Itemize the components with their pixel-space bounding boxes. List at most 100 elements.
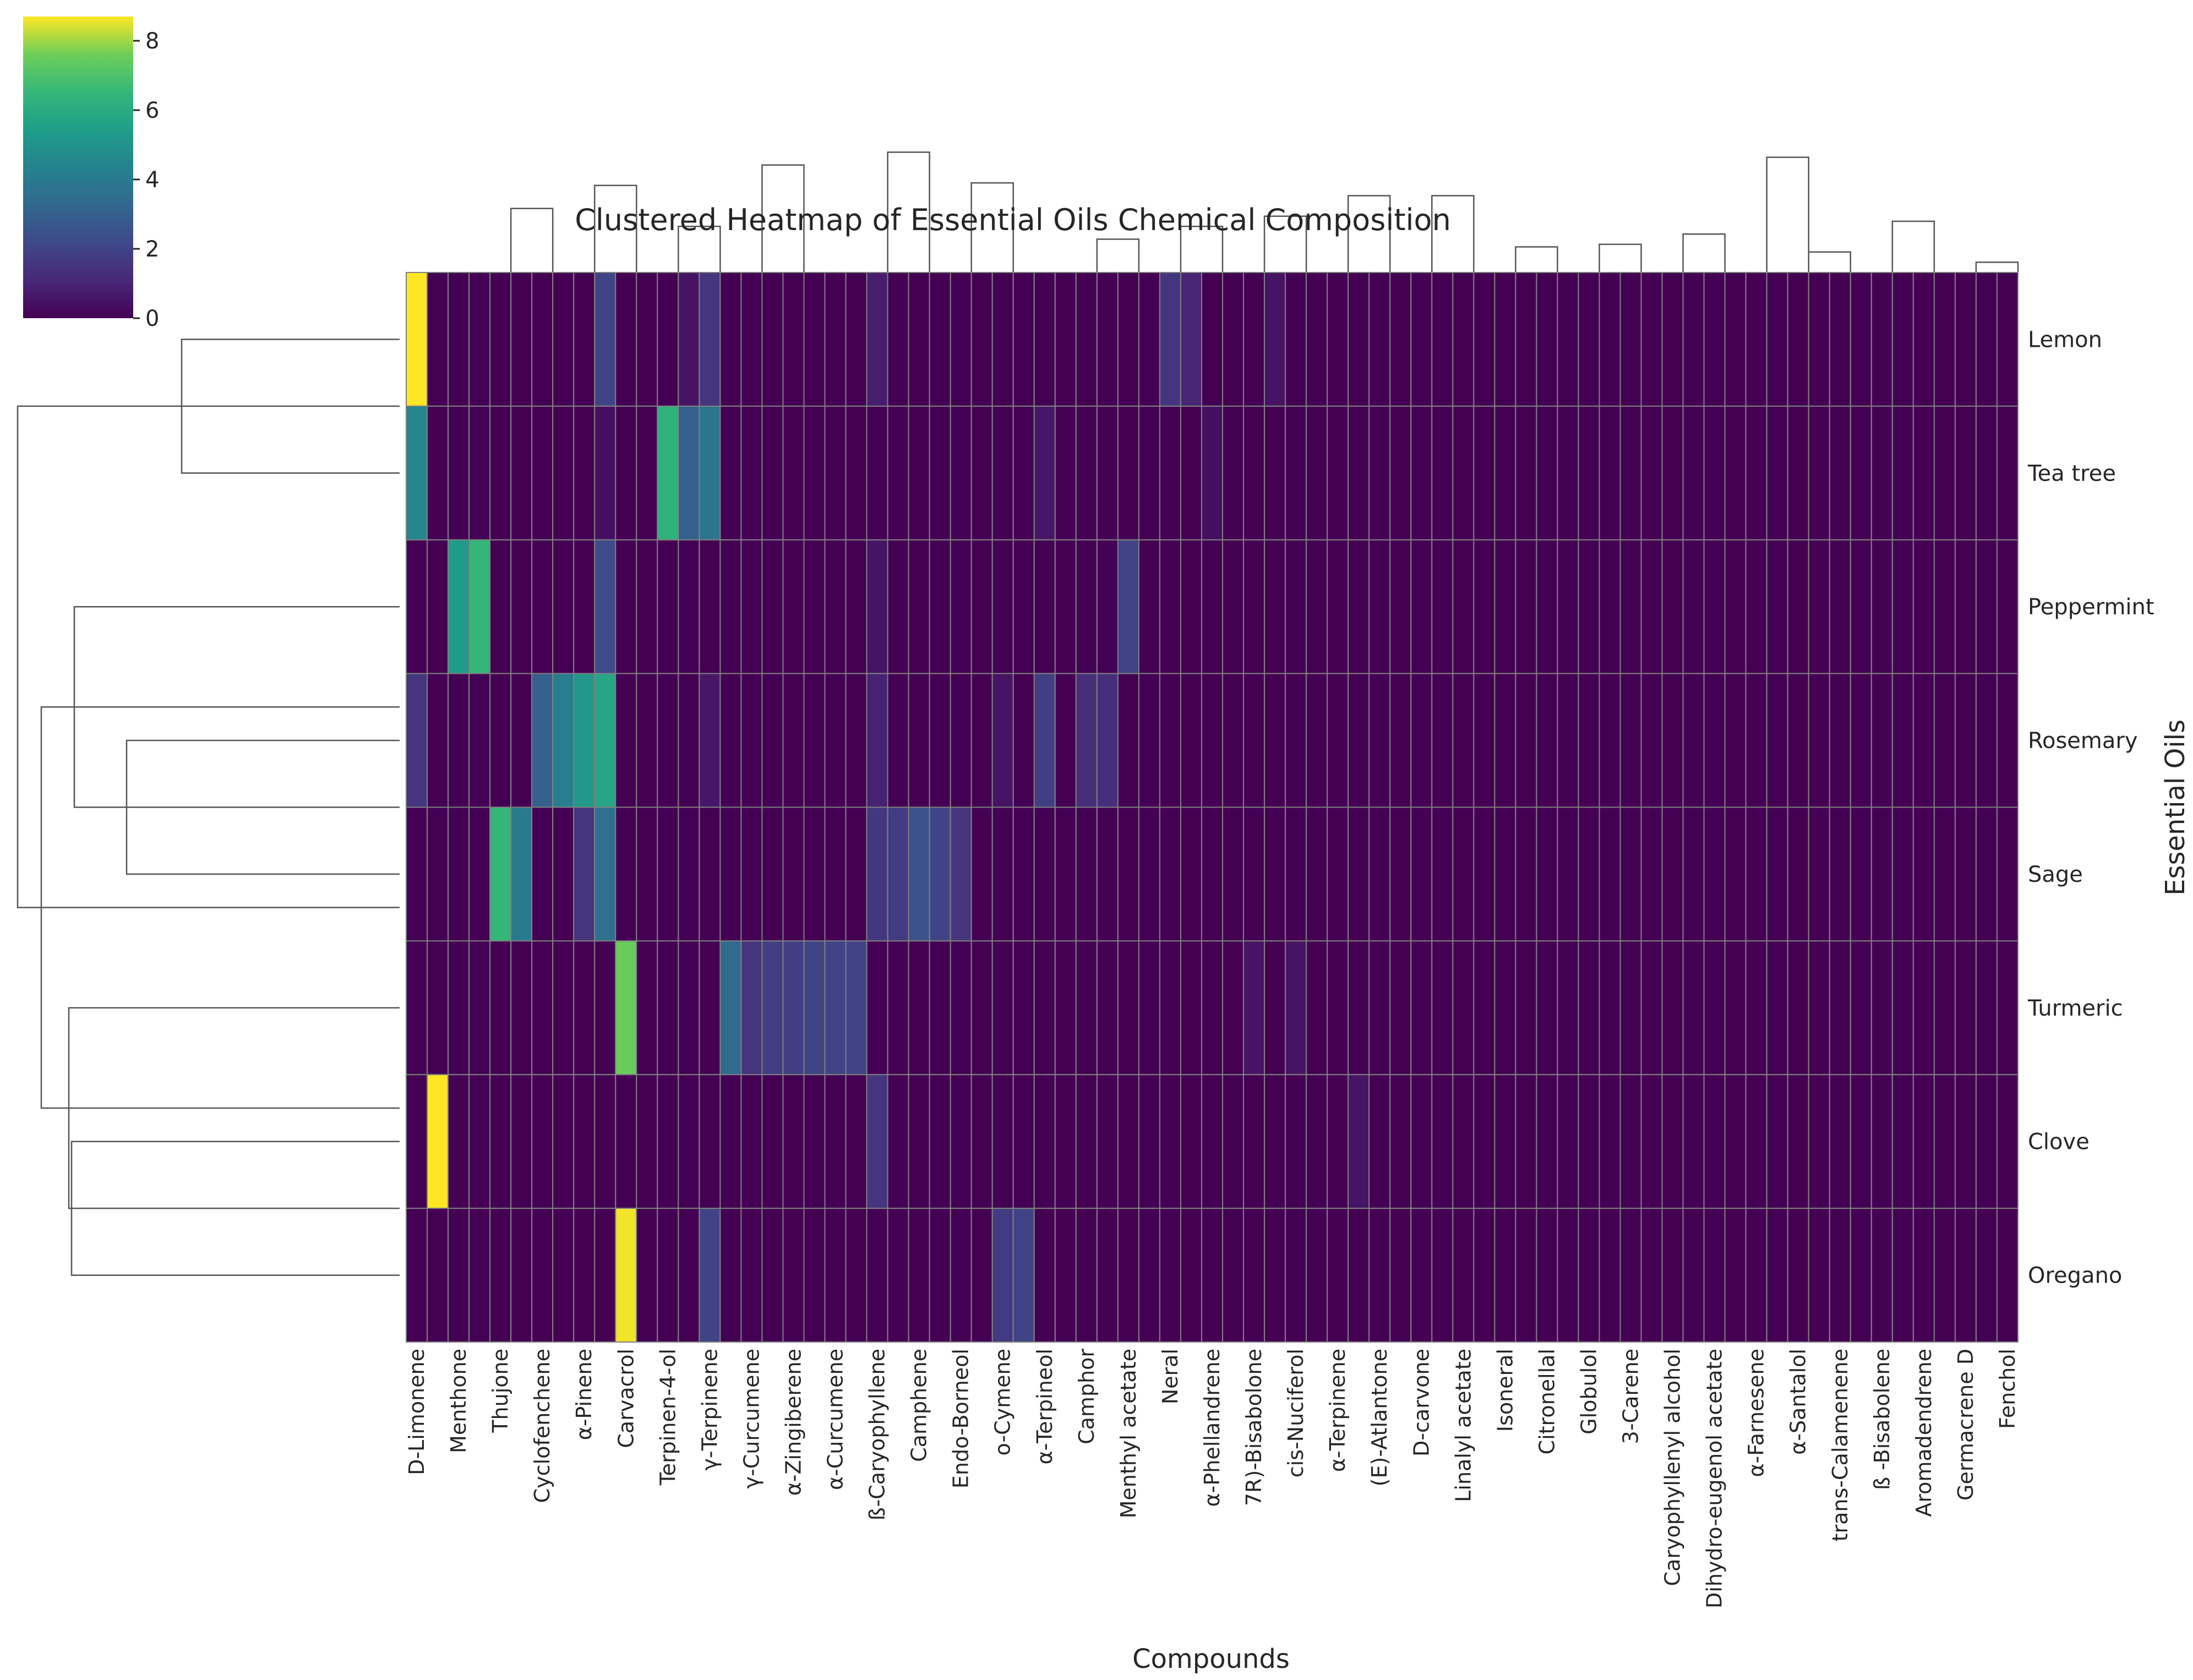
heatmap-cell — [1473, 539, 1496, 674]
heatmap-cell — [489, 539, 512, 674]
heatmap-cell — [1891, 940, 1914, 1076]
heatmap-cell — [1682, 1074, 1705, 1209]
heatmap-cell — [657, 539, 679, 674]
heatmap-cell — [573, 272, 596, 407]
heatmap-cell — [1536, 940, 1558, 1076]
heatmap-cell — [699, 272, 721, 407]
column-label: α-Santalol — [1786, 1349, 1810, 1455]
heatmap-cell — [406, 272, 428, 407]
heatmap-cell — [1661, 1208, 1684, 1343]
column-label: D-carvone — [1409, 1349, 1433, 1457]
heatmap-cell — [1703, 1074, 1726, 1209]
heatmap-cell — [845, 940, 868, 1076]
colorbar-tick-label: 2 — [145, 237, 159, 262]
heatmap-cell — [1431, 539, 1454, 674]
heatmap-cell — [1201, 673, 1224, 808]
heatmap-cell — [1787, 405, 1809, 541]
heatmap-cell — [1075, 405, 1098, 541]
heatmap-cell — [1829, 405, 1851, 541]
heatmap-cell — [657, 940, 679, 1076]
heatmap-cell — [1619, 272, 1642, 407]
heatmap-cell — [1431, 806, 1454, 942]
heatmap-cell — [1138, 1208, 1160, 1343]
heatmap-cell — [1473, 1074, 1496, 1209]
heatmap-cell — [1578, 940, 1600, 1076]
dendrogram-link — [678, 226, 721, 272]
heatmap-cell — [803, 673, 826, 808]
heatmap-cell — [531, 1074, 554, 1209]
column-label: Camphene — [907, 1349, 931, 1462]
heatmap-cell — [1054, 1074, 1077, 1209]
heatmap-cell — [427, 1074, 449, 1209]
heatmap-cell — [1557, 1208, 1579, 1343]
heatmap-cell — [1661, 272, 1684, 407]
heatmap-cell — [1494, 806, 1516, 942]
heatmap-cell — [803, 1208, 826, 1343]
heatmap-cell — [678, 405, 700, 541]
heatmap-cell — [908, 1074, 930, 1209]
heatmap-cell — [1473, 405, 1496, 541]
heatmap-cell — [1243, 539, 1265, 674]
heatmap-cell — [1389, 1208, 1412, 1343]
colorbar-tick-label: 8 — [145, 29, 159, 54]
heatmap-cell — [1787, 539, 1809, 674]
heatmap-cell — [573, 806, 596, 942]
dendrogram-link — [1766, 156, 1809, 272]
heatmap-cell — [1431, 673, 1454, 808]
heatmap-cell — [1682, 1208, 1705, 1343]
heatmap-cell — [1724, 940, 1747, 1076]
heatmap-cell — [1912, 940, 1935, 1076]
heatmap-cell — [615, 806, 637, 942]
heatmap-cell — [1264, 272, 1286, 407]
heatmap-cell — [824, 1074, 847, 1209]
heatmap-cell — [950, 940, 972, 1076]
heatmap-cell — [1473, 806, 1496, 942]
heatmap-cell — [1096, 405, 1119, 541]
column-dendrogram — [510, 151, 2019, 272]
heatmap-cell — [1829, 272, 1851, 407]
heatmap-cell — [929, 1208, 951, 1343]
heatmap-cell — [1389, 1074, 1412, 1209]
heatmap-cell — [929, 1074, 951, 1209]
column-label: D-Limonene — [405, 1349, 429, 1475]
heatmap-cell — [468, 1074, 491, 1209]
heatmap-cell — [1306, 1208, 1328, 1343]
heatmap-cell — [1912, 405, 1935, 541]
heatmap-cell — [1368, 405, 1391, 541]
column-label: Fenchol — [1995, 1349, 2020, 1429]
heatmap-cell — [1389, 405, 1412, 541]
heatmap-cell — [552, 940, 575, 1076]
column-label: Germacrene D — [1954, 1349, 1978, 1501]
heatmap-cell — [615, 1208, 637, 1343]
heatmap-cell — [740, 539, 763, 674]
heatmap-cell — [908, 272, 930, 407]
heatmap-cell — [1536, 539, 1558, 674]
heatmap-cell — [1829, 1208, 1851, 1343]
heatmap-cell — [489, 806, 512, 942]
heatmap-cell — [1117, 806, 1139, 942]
heatmap-cell — [1075, 940, 1098, 1076]
heatmap-cell — [1222, 272, 1245, 407]
heatmap-cell — [1912, 539, 1935, 674]
heatmap-cell — [1808, 806, 1830, 942]
heatmap-cell — [845, 1208, 868, 1343]
heatmap-cell — [1368, 673, 1391, 808]
heatmap-cell — [636, 1074, 658, 1209]
heatmap-cell — [1954, 405, 1977, 541]
heatmap-cell — [1536, 272, 1558, 407]
heatmap-cell — [1515, 940, 1537, 1076]
heatmap-cell — [468, 405, 491, 541]
column-label: α-Zingiberene — [781, 1349, 805, 1496]
heatmap-cell — [1306, 806, 1328, 942]
heatmap-cell — [448, 272, 470, 407]
heatmap-cell — [531, 806, 554, 942]
heatmap-cell — [552, 405, 575, 541]
heatmap-cell — [929, 272, 951, 407]
heatmap-cell — [1159, 405, 1181, 541]
heatmap-cell — [824, 539, 847, 674]
heatmap-cell — [636, 405, 658, 541]
heatmap-cell — [1138, 272, 1160, 407]
heatmap-cell — [1327, 272, 1349, 407]
heatmap-cell — [1599, 1208, 1621, 1343]
row-dendrogram — [17, 339, 400, 1276]
